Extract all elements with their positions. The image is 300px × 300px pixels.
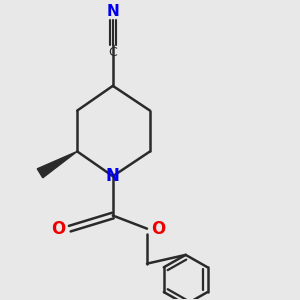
Text: O: O [51, 220, 65, 238]
Text: N: N [106, 4, 119, 19]
Text: O: O [151, 220, 165, 238]
Text: N: N [106, 167, 120, 185]
Text: C: C [109, 46, 117, 59]
Polygon shape [37, 152, 77, 178]
